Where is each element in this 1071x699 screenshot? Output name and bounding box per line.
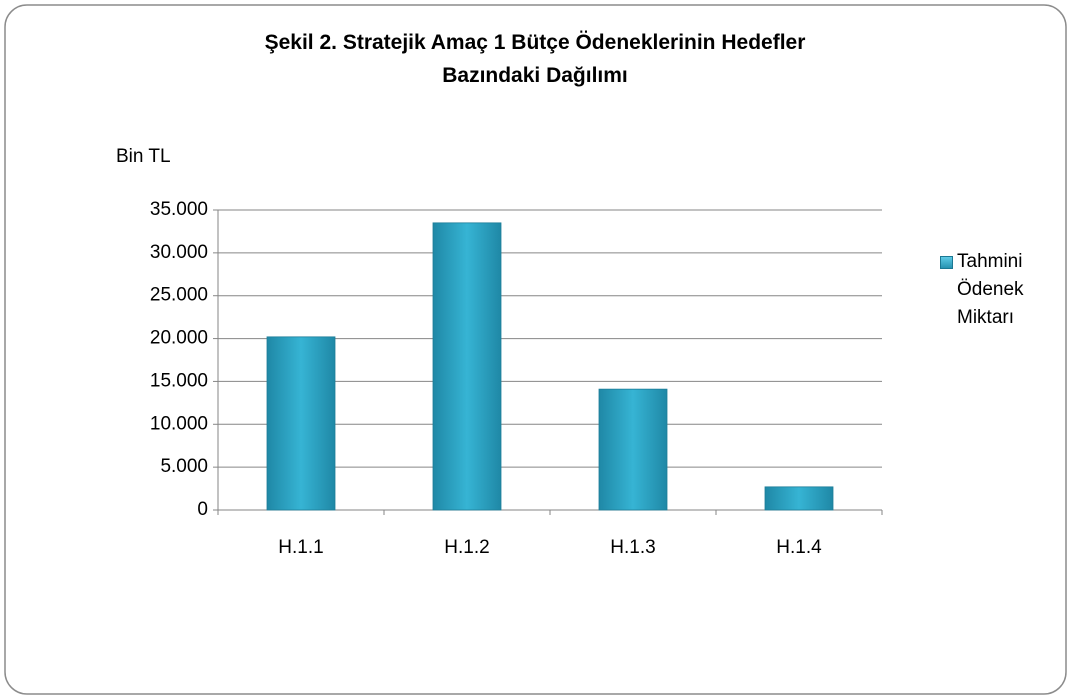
y-tick-label: 10.000 bbox=[150, 413, 208, 434]
y-tick-label: 35.000 bbox=[150, 199, 208, 220]
chart-border bbox=[4, 4, 1067, 695]
y-tick-label: 25.000 bbox=[150, 285, 208, 306]
y-axis-label: Bin TL bbox=[116, 146, 171, 167]
x-tick-label: H.1.1 bbox=[278, 537, 323, 558]
legend-label: Tahmini Ödenek Miktarı bbox=[957, 251, 1024, 328]
x-tick-label: H.1.2 bbox=[444, 537, 489, 558]
x-tick-label: H.1.4 bbox=[776, 537, 822, 558]
bar bbox=[432, 222, 502, 511]
y-tick-label: 15.000 bbox=[150, 370, 208, 391]
chart-title: Şekil 2. Stratejik Amaç 1 Bütçe Ödenekle… bbox=[264, 31, 806, 87]
y-tick-label: 0 bbox=[197, 499, 208, 520]
legend-swatch bbox=[940, 256, 953, 269]
y-tick-label: 30.000 bbox=[150, 242, 208, 263]
y-tick-label: 5.000 bbox=[160, 456, 208, 477]
legend: Tahmini Ödenek Miktarı bbox=[940, 248, 1047, 332]
bar bbox=[598, 388, 668, 511]
y-tick-label: 20.000 bbox=[150, 328, 208, 349]
x-tick-label: H.1.3 bbox=[610, 537, 655, 558]
bar bbox=[764, 486, 834, 511]
bar bbox=[266, 336, 336, 511]
